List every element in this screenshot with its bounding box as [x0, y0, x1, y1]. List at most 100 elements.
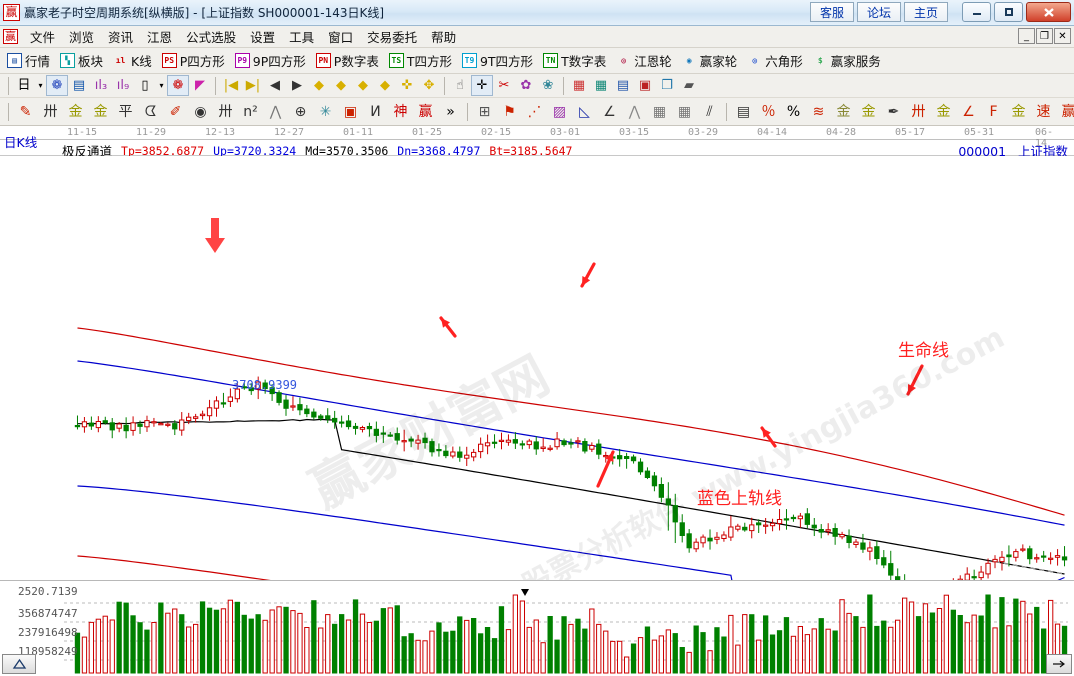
volume-chart-svg[interactable] — [0, 581, 1074, 676]
box-fan-icon[interactable]: ▨ — [552, 103, 567, 120]
scroll-left-button[interactable] — [2, 654, 36, 674]
angle2-icon[interactable]: ∠ — [962, 103, 975, 120]
crosshair-tool-icon[interactable]: ✛ — [471, 75, 493, 96]
tab-ts-square[interactable]: TS T四方形 — [388, 51, 452, 70]
expand-icon[interactable]: ✜ — [401, 78, 413, 93]
fan-grid-icon[interactable]: 平 — [118, 103, 133, 120]
grid-full-icon[interactable]: ▦ — [652, 103, 667, 120]
volume-chart-panel[interactable]: 2520.7139 356874747 237916498 118958249 — [0, 580, 1074, 676]
gold-grid2-icon[interactable]: 金 — [93, 103, 108, 120]
more-icon[interactable]: » — [446, 103, 455, 120]
vert-lines-icon[interactable]: 卅 — [218, 103, 233, 120]
brain-tool-icon[interactable]: ❀ — [542, 78, 554, 93]
shen-icon[interactable]: 神 — [393, 103, 408, 120]
save-icon[interactable]: ▣ — [638, 78, 652, 93]
angle-icon[interactable]: ⋀ — [269, 103, 282, 120]
shift-right-icon[interactable]: ◆ — [336, 78, 346, 93]
gold-grid-icon[interactable]: 金 — [68, 103, 83, 120]
wave-icon[interactable]: И — [370, 103, 381, 120]
power-icon[interactable]: n² — [243, 103, 258, 120]
mdi-close-button[interactable]: ✕ — [1054, 28, 1071, 44]
gold-circle-icon[interactable]: 金 — [836, 103, 851, 120]
fit-icon[interactable]: ✥ — [423, 78, 435, 93]
calculator-icon[interactable]: ▦ — [594, 78, 608, 93]
menu-help[interactable]: 帮助 — [431, 30, 457, 45]
circle-grid-icon[interactable]: ◉ — [194, 103, 207, 120]
tab-p9-square[interactable]: P9 9P四方形 — [234, 51, 306, 70]
tab-grid[interactable]: ▤ 行情 — [7, 51, 50, 70]
zoom-out-icon[interactable]: ◆ — [380, 78, 390, 93]
report-icon[interactable]: ▤ — [72, 78, 86, 93]
hand-tool-icon[interactable]: ☝ — [456, 78, 464, 93]
menu-window[interactable]: 窗口 — [328, 30, 354, 45]
maximize-button[interactable] — [994, 2, 1023, 22]
customer-service-button[interactable]: 客服 — [810, 2, 854, 22]
slope-icon[interactable]: ∠ — [603, 103, 616, 120]
tab-tn-number[interactable]: TN T数字表 — [543, 51, 606, 70]
box-icon[interactable]: ▣ — [343, 103, 358, 120]
alert-icon[interactable]: ⚑ — [503, 103, 516, 120]
price-chart-svg[interactable] — [0, 156, 1074, 580]
gold-ratio-icon[interactable]: 金 — [936, 103, 951, 120]
marker-icon[interactable]: ✐ — [169, 103, 182, 120]
fib-icon[interactable]: 卅 — [911, 103, 926, 120]
menu-settings[interactable]: 设置 — [250, 30, 276, 45]
period-day-icon[interactable]: 日 — [17, 78, 31, 93]
gold-line-icon[interactable]: 金 — [861, 103, 876, 120]
paint-icon[interactable]: ✒ — [887, 103, 900, 120]
scroll-right-button[interactable] — [1046, 654, 1072, 674]
forum-button[interactable]: 论坛 — [857, 2, 901, 22]
fan-lines-icon[interactable]: ⋰ — [527, 103, 542, 120]
candle-style-icon[interactable]: ▯ — [141, 78, 149, 93]
grid-full2-icon[interactable]: ▦ — [677, 103, 692, 120]
win-icon[interactable]: 赢 — [418, 103, 433, 120]
three-window-icon[interactable]: ıl₃ — [94, 78, 108, 93]
win-angle-icon[interactable]: 赢 — [1056, 99, 1074, 124]
minimize-button[interactable] — [962, 2, 991, 22]
calendar-icon[interactable]: ▦ — [572, 78, 586, 93]
nine-window-icon[interactable]: ıl₉ — [116, 78, 130, 93]
candle-style-caret[interactable]: ▾ — [159, 80, 164, 90]
tab-t9-square[interactable]: T9 9T四方形 — [461, 51, 533, 70]
win-overlay-icon[interactable]: ❁ — [167, 75, 189, 96]
next-icon[interactable]: ▶ — [292, 78, 302, 93]
menu-gann[interactable]: 江恩 — [147, 30, 173, 45]
homepage-button[interactable]: 主页 — [904, 2, 948, 22]
shift-left-icon[interactable]: ◆ — [314, 78, 324, 93]
menu-trade-order[interactable]: 交易委托 — [367, 30, 418, 45]
star-icon[interactable]: ✳ — [319, 103, 332, 120]
f-angle-icon[interactable]: F — [989, 103, 998, 120]
first-page-icon[interactable]: |◀ — [223, 78, 239, 93]
target-icon[interactable]: ⊕ — [294, 103, 307, 120]
candlestick-series[interactable] — [74, 376, 1068, 580]
tab-winner-wheel[interactable]: ◉ 赢家轮 — [682, 51, 737, 70]
lines-icon[interactable]: ⫽ — [706, 103, 713, 120]
menu-news[interactable]: 资讯 — [108, 30, 134, 45]
spiral-icon[interactable]: ᗧ — [144, 103, 157, 120]
overlay-indicator-icon[interactable]: ❁ — [46, 75, 68, 96]
menu-tools[interactable]: 工具 — [289, 30, 315, 45]
tab-hexagon[interactable]: ◎ 六角形 — [747, 51, 802, 70]
percent-icon[interactable]: % — [786, 103, 801, 120]
tab-kline[interactable]: ıl K线 — [113, 51, 152, 70]
percent-chart-icon[interactable]: ％ — [761, 103, 776, 120]
prev-icon[interactable]: ◀ — [270, 78, 280, 93]
tab-blocks[interactable]: ▚ 板块 — [60, 51, 103, 70]
close-button[interactable] — [1026, 2, 1071, 22]
menu-browse[interactable]: 浏览 — [69, 30, 95, 45]
zoom-in-icon[interactable]: ◆ — [358, 78, 368, 93]
period-dropdown-caret[interactable]: ▾ — [38, 80, 43, 90]
mdi-minimize-button[interactable]: _ — [1018, 28, 1035, 44]
notes-icon[interactable]: ▤ — [616, 78, 630, 93]
pen-tool-icon[interactable]: ✎ — [19, 103, 32, 120]
tri-fan-icon[interactable]: ◺ — [579, 103, 590, 120]
tab-gann-wheel[interactable]: ◎ 江恩轮 — [616, 51, 671, 70]
tab-pn-number[interactable]: PN P数字表 — [315, 51, 379, 70]
tab-ps-square[interactable]: PS P四方形 — [161, 51, 225, 70]
last-page-icon[interactable]: ▶| — [245, 78, 261, 93]
mdi-restore-button[interactable]: ❐ — [1036, 28, 1053, 44]
volume-bar-series[interactable] — [74, 594, 1068, 674]
draw-tool-icon[interactable]: ✂ — [498, 78, 510, 93]
menu-formula-stock-pick[interactable]: 公式选股 — [186, 30, 237, 45]
color-bars-icon[interactable]: ◤ — [195, 78, 205, 93]
